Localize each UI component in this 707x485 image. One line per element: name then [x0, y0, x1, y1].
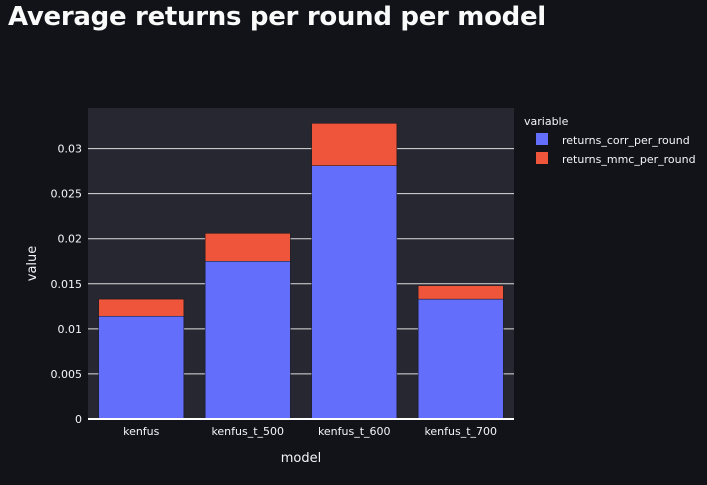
legend-item-returns-mmc-per-round[interactable]: returns_mmc_per_round	[536, 152, 696, 166]
bars	[98, 123, 504, 420]
y-tick-label: 0.005	[51, 368, 83, 381]
bar-returns-mmc-per-round[interactable]	[98, 298, 185, 317]
x-tick-label: kenfus_t_500	[211, 425, 284, 438]
y-axis-title: value	[25, 246, 40, 282]
y-tick-label: 0.02	[58, 233, 83, 246]
legend-swatch	[536, 152, 548, 164]
legend-item-returns-corr-per-round[interactable]: returns_corr_per_round	[536, 133, 690, 147]
legend-title: variable	[524, 115, 569, 128]
page-title: Average returns per round per model	[8, 2, 546, 32]
legend-label: returns_corr_per_round	[562, 134, 690, 147]
bar-returns-corr-per-round[interactable]	[417, 298, 504, 420]
legend-label: returns_mmc_per_round	[562, 153, 696, 166]
bar-returns-mmc-per-round[interactable]	[204, 233, 291, 262]
legend-swatch	[536, 133, 548, 145]
bar-returns-corr-per-round[interactable]	[98, 315, 185, 420]
bar-returns-mmc-per-round[interactable]	[417, 285, 504, 300]
legend[interactable]: variable returns_corr_per_round returns_mm…	[524, 115, 696, 166]
y-tick-label: 0.025	[51, 188, 83, 201]
axes: 0 0.005 0.01 0.015 0.02 0.025 0.03 kenfus kenfus…	[25, 143, 514, 466]
y-tick-label: 0.015	[51, 278, 83, 291]
bar-returns-corr-per-round[interactable]	[311, 165, 398, 420]
bar-returns-corr-per-round[interactable]	[204, 260, 291, 420]
x-tick-label: kenfus_t_600	[318, 425, 391, 438]
x-tick-label: kenfus	[123, 425, 160, 438]
y-tick-label: 0.03	[58, 143, 83, 156]
bar-returns-mmc-per-round[interactable]	[311, 123, 398, 166]
x-axis-title: model	[281, 451, 321, 466]
y-tick-label: 0.01	[58, 323, 83, 336]
y-tick-label: 0	[75, 413, 82, 426]
x-tick-label: kenfus_t_700	[424, 425, 497, 438]
